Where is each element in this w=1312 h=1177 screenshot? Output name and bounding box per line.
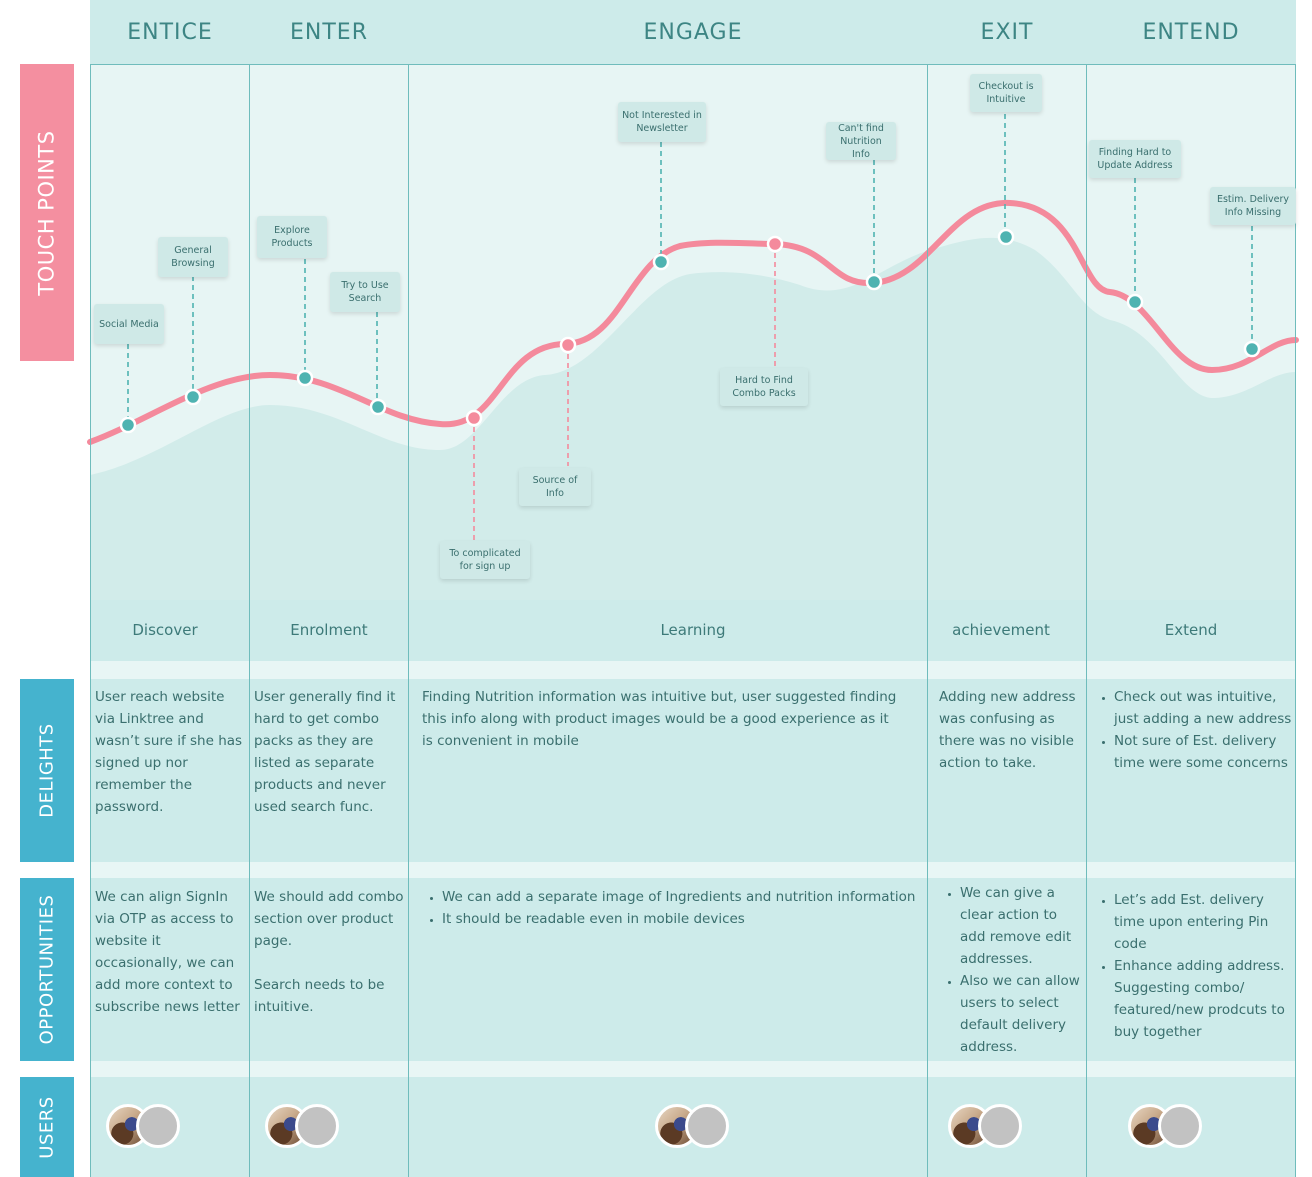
touchpoint-dot — [119, 416, 137, 434]
opportunity-extend: Let’s add Est. delivery time upon enteri… — [1094, 889, 1290, 1043]
touchpoint-dot — [369, 398, 387, 416]
touchpoint-dot — [766, 235, 784, 253]
callout-try-search: Try to Use Search — [330, 272, 400, 312]
delight-engage: Finding Nutrition information was intuit… — [422, 689, 897, 749]
delight-extend: Check out was intuitive, just adding a n… — [1094, 686, 1292, 774]
phase-header-band — [90, 0, 1296, 64]
callout-complicated-signup: To complicated for sign up — [440, 541, 530, 579]
delight-extend-item: Check out was intuitive, just adding a n… — [1114, 686, 1292, 730]
opportunity-extend-item: Let’s add Est. delivery time upon enteri… — [1114, 889, 1290, 955]
user-placeholder-avatar — [978, 1104, 1022, 1148]
opportunities-band — [90, 878, 1296, 1061]
phase-entice: ENTICE — [127, 19, 213, 45]
row-label-text: USERS — [36, 1095, 58, 1159]
opportunity-engage-item: It should be readable even in mobile dev… — [442, 908, 922, 930]
callout-not-interested-newsletter: Not Interested in Newsletter — [618, 102, 706, 142]
column-divider — [408, 64, 409, 1177]
touchpoint-dot — [559, 336, 577, 354]
row-label-text: OPPORTUNITIES — [36, 894, 58, 1045]
delight-entice: User reach website via Linktree and wasn… — [95, 689, 243, 815]
opportunity-engage: We can add a separate image of Ingredien… — [422, 886, 922, 930]
top-rule — [90, 64, 1296, 65]
opportunity-extend-item: Enhance adding address. Suggesting combo… — [1114, 955, 1290, 1043]
opportunity-enter-text: Search needs to be intuitive. — [254, 977, 385, 1015]
delight-extend-item: Not sure of Est. delivery time were some… — [1114, 730, 1292, 774]
stage-discover: Discover — [132, 621, 198, 639]
callout-hard-update-address: Finding Hard to Update Address — [1089, 140, 1181, 178]
phase-enter: ENTER — [290, 19, 368, 45]
opportunity-exit-item: We can give a clear action to add remove… — [960, 882, 1082, 970]
delight-enter: User generally find it hard to get combo… — [254, 689, 396, 815]
callout-hard-to-find-combo: Hard to Find Combo Packs — [720, 368, 808, 406]
callout-delivery-missing: Estim. Delivery Info Missing — [1210, 187, 1296, 225]
row-label-text: TOUCH POINTS — [35, 129, 59, 296]
column-divider — [1086, 64, 1087, 1177]
touchpoint-dot — [1243, 340, 1261, 358]
touchpoint-dot — [997, 228, 1015, 246]
stage-band — [90, 599, 1296, 661]
callout-checkout-intuitive: Checkout is Intuitive — [970, 74, 1042, 112]
touchpoint-dot — [865, 273, 883, 291]
row-label-users: USERS — [20, 1077, 74, 1177]
stage-enrolment: Enrolment — [290, 621, 368, 639]
column-divider — [90, 64, 91, 1177]
stage-learning: Learning — [660, 621, 726, 639]
spacer-band — [90, 661, 1296, 679]
row-label-text: DELIGHTS — [36, 723, 58, 818]
opportunity-exit: We can give a clear action to add remove… — [940, 882, 1082, 1058]
touchpoint-dot — [652, 253, 670, 271]
touchpoint-dot — [184, 388, 202, 406]
callout-cant-find-nutrition: Can't find Nutrition Info — [826, 122, 896, 160]
callout-source-of-info: Source of Info — [519, 468, 591, 506]
opportunity-enter-text: We should add combo section over product… — [254, 889, 404, 949]
delights-band — [90, 679, 1296, 862]
touchpoint-dot — [296, 369, 314, 387]
stage-achievement: achievement — [952, 621, 1050, 639]
user-placeholder-avatar — [1158, 1104, 1202, 1148]
callout-social-media: Social Media — [94, 304, 164, 344]
user-placeholder-avatar — [136, 1104, 180, 1148]
delight-exit: Adding new address was confusing as ther… — [939, 689, 1076, 771]
spacer-band — [90, 862, 1296, 878]
touchpoint-dot — [1126, 293, 1144, 311]
phase-exit: EXIT — [980, 19, 1034, 45]
emotion-area-shadow — [90, 237, 1296, 600]
column-divider — [249, 64, 250, 1177]
callout-general-browsing: General Browsing — [158, 237, 228, 277]
spacer-band — [90, 1061, 1296, 1077]
stage-extend: Extend — [1164, 621, 1218, 639]
user-placeholder-avatar — [685, 1104, 729, 1148]
touchpoint-dot — [465, 409, 483, 427]
row-label-delights: DELIGHTS — [20, 679, 74, 862]
phase-extend: ENTEND — [1142, 19, 1240, 45]
opportunity-engage-item: We can add a separate image of Ingredien… — [442, 886, 922, 908]
column-divider — [927, 64, 928, 1177]
opportunity-entice: We can align SignIn via OTP as access to… — [95, 889, 240, 1015]
user-placeholder-avatar — [295, 1104, 339, 1148]
right-rule — [1295, 64, 1296, 1177]
row-label-touch-points: TOUCH POINTS — [20, 64, 74, 361]
opportunity-enter: We should add combo section over product… — [254, 886, 404, 1018]
row-label-opportunities: OPPORTUNITIES — [20, 878, 74, 1061]
phase-engage: ENGAGE — [643, 19, 743, 45]
opportunity-exit-item: Also we can allow users to select defaul… — [960, 970, 1082, 1058]
callout-explore-products: Explore Products — [257, 216, 327, 258]
